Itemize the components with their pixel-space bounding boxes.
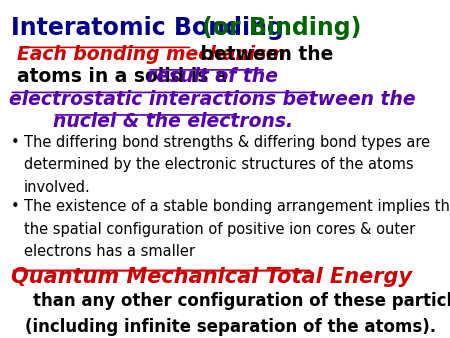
Text: (or Binding): (or Binding) xyxy=(202,16,361,40)
Text: atoms in a solid is a: atoms in a solid is a xyxy=(18,67,234,86)
Text: Each bonding mechanism: Each bonding mechanism xyxy=(18,45,286,64)
Text: determined by the electronic structures of the atoms: determined by the electronic structures … xyxy=(24,158,414,172)
Text: result of the: result of the xyxy=(147,67,278,86)
Text: The existence of a stable bonding arrangement implies that: The existence of a stable bonding arrang… xyxy=(24,199,450,214)
Text: between the: between the xyxy=(194,45,333,64)
Text: The differing bond strengths & differing bond types are: The differing bond strengths & differing… xyxy=(24,135,430,150)
Text: •: • xyxy=(11,199,20,214)
Text: the spatial configuration of positive ion cores & outer: the spatial configuration of positive io… xyxy=(24,222,415,237)
Text: (including infinite separation of the atoms).: (including infinite separation of the at… xyxy=(26,318,436,336)
Text: Quantum Mechanical Total Energy: Quantum Mechanical Total Energy xyxy=(11,267,412,287)
Text: involved.: involved. xyxy=(24,180,90,195)
Text: than any other configuration of these particles: than any other configuration of these pa… xyxy=(33,292,450,311)
Text: electrons has a smaller: electrons has a smaller xyxy=(24,244,195,259)
Text: •: • xyxy=(11,135,20,150)
Text: nuclei & the electrons.: nuclei & the electrons. xyxy=(53,112,293,131)
Text: Interatomic Bonding: Interatomic Bonding xyxy=(11,16,292,40)
Text: electrostatic interactions between the: electrostatic interactions between the xyxy=(9,90,416,109)
